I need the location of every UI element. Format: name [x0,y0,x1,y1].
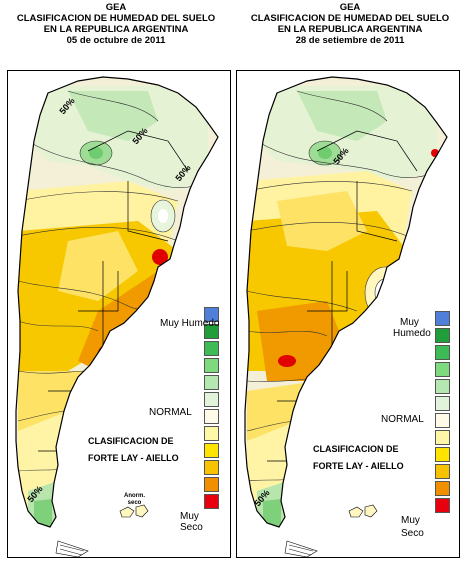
right-map-panel: 50% 50% CLASIFICACION DE FORTE LAY - AIE… [236,70,460,558]
left-islas-malvinas [119,504,149,518]
legend-swatch [435,447,450,462]
legend-swatch [204,358,219,373]
legend-swatch [435,379,450,394]
left-legend-seco: Seco [180,522,203,533]
right-class-line2: FORTE LAY - AIELLO [313,461,404,471]
legend-swatch [204,324,219,339]
legend-swatch [435,362,450,377]
right-legend-muy-top: Muy [400,317,419,328]
legend-swatch [435,328,450,343]
left-date: 05 de octubre de 2011 [66,35,166,46]
left-seco-text: seco [127,500,142,506]
left-classification-title: CLASIFICACION DE FORTE LAY - AIELLO [88,433,179,467]
left-title-gea: GEA [105,2,127,13]
legend-swatch [435,311,450,326]
legend-swatch [435,481,450,496]
left-legend-muy-humedo: Muy Humedo [160,318,220,329]
left-legend-normal: NORMAL [149,407,192,418]
right-date: 28 de setiembre de 2011 [295,35,405,46]
right-class-line1: CLASIFICACION DE [313,444,399,454]
right-legend-seco: Seco [401,528,424,539]
legend-swatch [204,477,219,492]
right-legend-normal: NORMAL [381,414,424,425]
right-title-country: EN LA REPUBLICA ARGENTINA [277,24,423,35]
legend-swatch [435,464,450,479]
legend-swatch [435,413,450,428]
left-legend [204,307,219,511]
legend-swatch [204,494,219,509]
right-islas-malvinas [348,504,378,518]
left-class-line2: FORTE LAY - AIELLO [88,453,179,463]
legend-swatch [204,392,219,407]
right-classification-title: CLASIFICACION DE FORTE LAY - AIELLO [313,441,404,475]
legend-swatch [435,345,450,360]
right-title-gea: GEA [339,2,361,13]
right-title-main: CLASIFICACION DE HUMEDAD DEL SUELO [250,13,450,24]
right-header: GEA CLASIFICACION DE HUMEDAD DEL SUELO E… [234,2,466,46]
legend-swatch [435,396,450,411]
right-legend-muy: Muy [401,515,420,526]
legend-swatch [435,498,450,513]
left-title-main: CLASIFICACION DE HUMEDAD DEL SUELO [16,13,216,24]
left-anorm-seco-label: Anorm. seco [124,493,145,507]
left-legend-muy: Muy [180,511,199,522]
legend-swatch [204,409,219,424]
legend-swatch [204,341,219,356]
legend-swatch [204,443,219,458]
left-header: GEA CLASIFICACION DE HUMEDAD DEL SUELO E… [0,2,232,46]
legend-swatch [435,430,450,445]
left-class-line1: CLASIFICACION DE [88,436,174,446]
legend-swatch [204,375,219,390]
left-title-country: EN LA REPUBLICA ARGENTINA [43,24,189,35]
legend-swatch [204,460,219,475]
legend-swatch [204,307,219,322]
right-legend [435,311,450,515]
right-legend-humedo: Humedo [393,328,431,339]
left-map [15,76,219,558]
left-map-panel: 50% 50% 50% 50% CLASIFICACION DE FORTE L… [7,70,231,558]
left-anorm-text: Anorm. [124,493,145,499]
right-map [244,76,448,558]
legend-swatch [204,426,219,441]
